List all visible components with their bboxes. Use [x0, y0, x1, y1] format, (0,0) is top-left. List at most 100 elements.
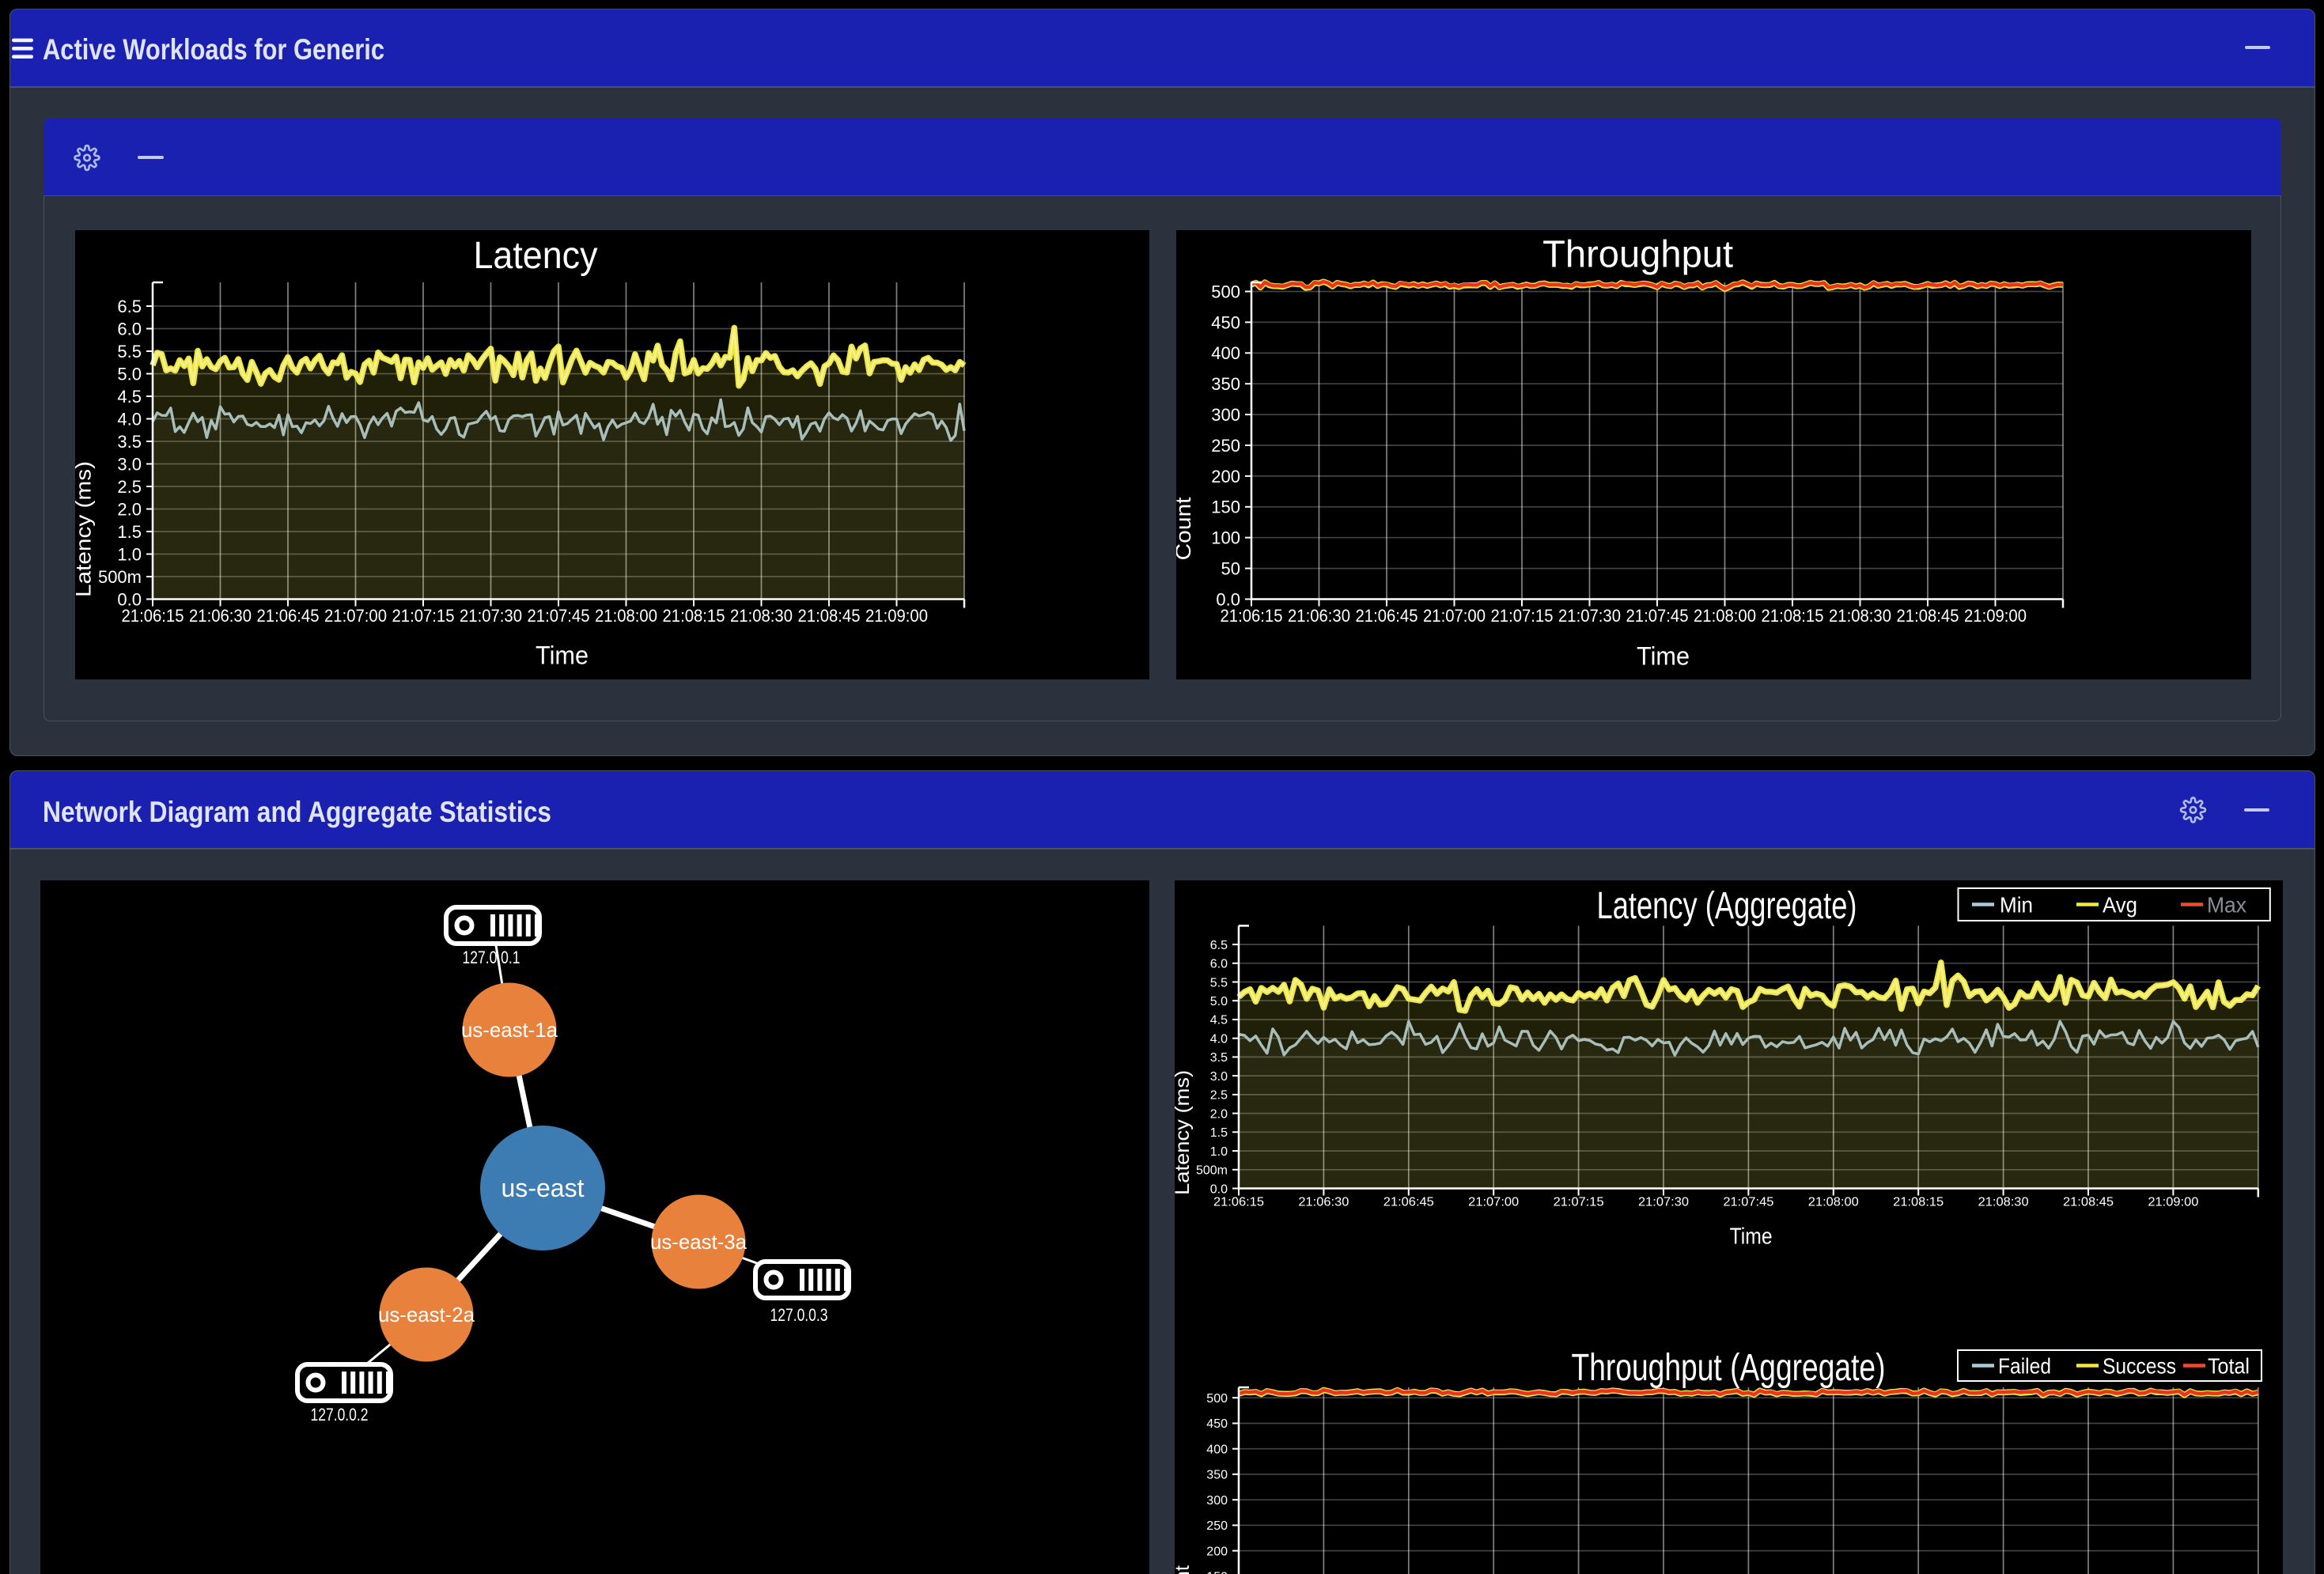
svg-text:1.0: 1.0 [117, 544, 142, 564]
svg-text:0.0: 0.0 [117, 589, 142, 609]
svg-text:127.0.0.1: 127.0.0.1 [463, 948, 520, 967]
svg-text:500m: 500m [98, 567, 142, 587]
svg-text:21:08:30: 21:08:30 [1978, 1196, 2029, 1209]
svg-text:350: 350 [1206, 1469, 1228, 1482]
svg-text:21:08:30: 21:08:30 [1829, 606, 1891, 626]
svg-text:250: 250 [1211, 436, 1240, 456]
svg-text:us-east: us-east [502, 1174, 585, 1202]
svg-text:Min: Min [2000, 892, 2033, 917]
svg-text:350: 350 [1211, 374, 1240, 394]
svg-text:Latency: Latency [474, 235, 598, 277]
svg-text:200: 200 [1211, 467, 1240, 486]
svg-text:4.5: 4.5 [117, 387, 142, 407]
svg-text:us-east-3a: us-east-3a [650, 1230, 748, 1254]
svg-text:Throughput: Throughput [1542, 234, 1733, 276]
svg-text:0.0: 0.0 [1210, 1182, 1228, 1196]
svg-text:150: 150 [1206, 1571, 1228, 1574]
svg-text:21:07:15: 21:07:15 [1554, 1196, 1604, 1209]
svg-text:2.0: 2.0 [1210, 1107, 1228, 1121]
svg-text:Time: Time [536, 641, 589, 670]
svg-text:21:08:15: 21:08:15 [1762, 606, 1824, 626]
svg-text:2.5: 2.5 [117, 477, 142, 497]
svg-text:21:07:00: 21:07:00 [1468, 1196, 1519, 1209]
svg-text:5.5: 5.5 [1210, 976, 1228, 989]
svg-text:500m: 500m [1196, 1164, 1228, 1178]
svg-text:21:07:30: 21:07:30 [460, 606, 522, 626]
svg-text:450: 450 [1206, 1417, 1228, 1431]
svg-text:21:07:45: 21:07:45 [528, 606, 590, 626]
svg-text:21:06:45: 21:06:45 [1383, 1196, 1434, 1209]
svg-text:127.0.0.3: 127.0.0.3 [770, 1305, 828, 1325]
svg-text:21:07:00: 21:07:00 [1423, 606, 1486, 626]
svg-text:21:06:15: 21:06:15 [1213, 1196, 1264, 1209]
svg-text:150: 150 [1211, 498, 1240, 517]
svg-text:Throughput (Aggregate): Throughput (Aggregate) [1572, 1347, 1886, 1389]
svg-text:21:08:45: 21:08:45 [2063, 1196, 2114, 1209]
svg-text:3.5: 3.5 [1210, 1051, 1228, 1065]
svg-text:2.5: 2.5 [1210, 1089, 1228, 1103]
svg-text:250: 250 [1206, 1519, 1228, 1533]
svg-text:Latency (ms): Latency (ms) [1175, 1070, 1194, 1195]
svg-text:21:08:00: 21:08:00 [1694, 606, 1756, 626]
svg-text:21:08:15: 21:08:15 [1893, 1196, 1944, 1209]
svg-text:Avg: Avg [2103, 892, 2137, 917]
svg-text:3.0: 3.0 [1210, 1070, 1228, 1084]
svg-text:21:07:15: 21:07:15 [392, 606, 455, 626]
svg-text:Failed: Failed [1998, 1353, 2051, 1378]
svg-text:4.0: 4.0 [117, 409, 142, 429]
svg-text:Latency (Aggregate): Latency (Aggregate) [1597, 885, 1857, 927]
svg-text:Time: Time [1730, 1224, 1773, 1249]
svg-text:Latency (ms): Latency (ms) [75, 461, 96, 597]
svg-text:3.0: 3.0 [117, 454, 142, 474]
svg-text:Total: Total [2208, 1353, 2250, 1378]
svg-text:21:09:00: 21:09:00 [865, 606, 928, 626]
svg-text:21:07:15: 21:07:15 [1491, 606, 1554, 626]
svg-text:Max: Max [2207, 892, 2246, 917]
svg-text:21:07:00: 21:07:00 [324, 606, 387, 626]
svg-text:21:06:15: 21:06:15 [1221, 606, 1283, 626]
svg-text:4.5: 4.5 [1210, 1014, 1228, 1027]
svg-text:21:06:45: 21:06:45 [1356, 606, 1418, 626]
svg-text:21:06:30: 21:06:30 [1288, 606, 1350, 626]
svg-text:Time: Time [1637, 642, 1690, 671]
svg-text:21:09:00: 21:09:00 [2148, 1196, 2198, 1209]
svg-text:500: 500 [1206, 1392, 1228, 1406]
svg-text:Network Diagram and Aggregate: Network Diagram and Aggregate Statistics [43, 796, 551, 828]
svg-text:6.5: 6.5 [117, 297, 142, 316]
svg-text:400: 400 [1211, 343, 1240, 363]
svg-text:3.5: 3.5 [117, 432, 142, 452]
svg-text:50: 50 [1221, 559, 1240, 579]
svg-text:4.0: 4.0 [1210, 1033, 1228, 1046]
svg-text:Success: Success [2103, 1353, 2176, 1378]
svg-text:us-east-1a: us-east-1a [461, 1018, 558, 1042]
svg-text:2.0: 2.0 [117, 499, 142, 519]
svg-text:21:06:30: 21:06:30 [189, 606, 252, 626]
svg-text:127.0.0.2: 127.0.0.2 [311, 1405, 369, 1425]
svg-text:21:08:30: 21:08:30 [730, 606, 793, 626]
svg-text:100: 100 [1211, 528, 1240, 548]
svg-text:us-east-2a: us-east-2a [378, 1303, 475, 1326]
svg-text:21:08:45: 21:08:45 [1897, 606, 1959, 626]
svg-text:5.0: 5.0 [1210, 995, 1228, 1008]
svg-text:21:08:00: 21:08:00 [595, 606, 657, 626]
svg-text:5.0: 5.0 [117, 364, 142, 384]
svg-text:21:07:45: 21:07:45 [1723, 1196, 1773, 1209]
svg-text:500: 500 [1211, 282, 1240, 301]
svg-text:21:08:15: 21:08:15 [663, 606, 725, 626]
svg-text:200: 200 [1206, 1545, 1228, 1558]
svg-text:21:09:00: 21:09:00 [1964, 606, 2027, 626]
svg-text:1.5: 1.5 [1210, 1126, 1228, 1140]
svg-text:6.0: 6.0 [1210, 958, 1228, 971]
svg-text:6.5: 6.5 [1210, 939, 1228, 952]
svg-text:21:06:15: 21:06:15 [122, 606, 184, 626]
svg-text:1.5: 1.5 [117, 522, 142, 542]
svg-text:21:06:30: 21:06:30 [1298, 1196, 1349, 1209]
svg-text:0.0: 0.0 [1216, 589, 1240, 609]
svg-text:21:07:30: 21:07:30 [1638, 1196, 1689, 1209]
svg-text:6.0: 6.0 [117, 319, 142, 339]
svg-text:300: 300 [1206, 1494, 1228, 1508]
svg-text:5.5: 5.5 [117, 342, 142, 361]
svg-text:400: 400 [1206, 1443, 1228, 1457]
svg-text:450: 450 [1211, 312, 1240, 332]
svg-text:21:06:45: 21:06:45 [257, 606, 320, 626]
